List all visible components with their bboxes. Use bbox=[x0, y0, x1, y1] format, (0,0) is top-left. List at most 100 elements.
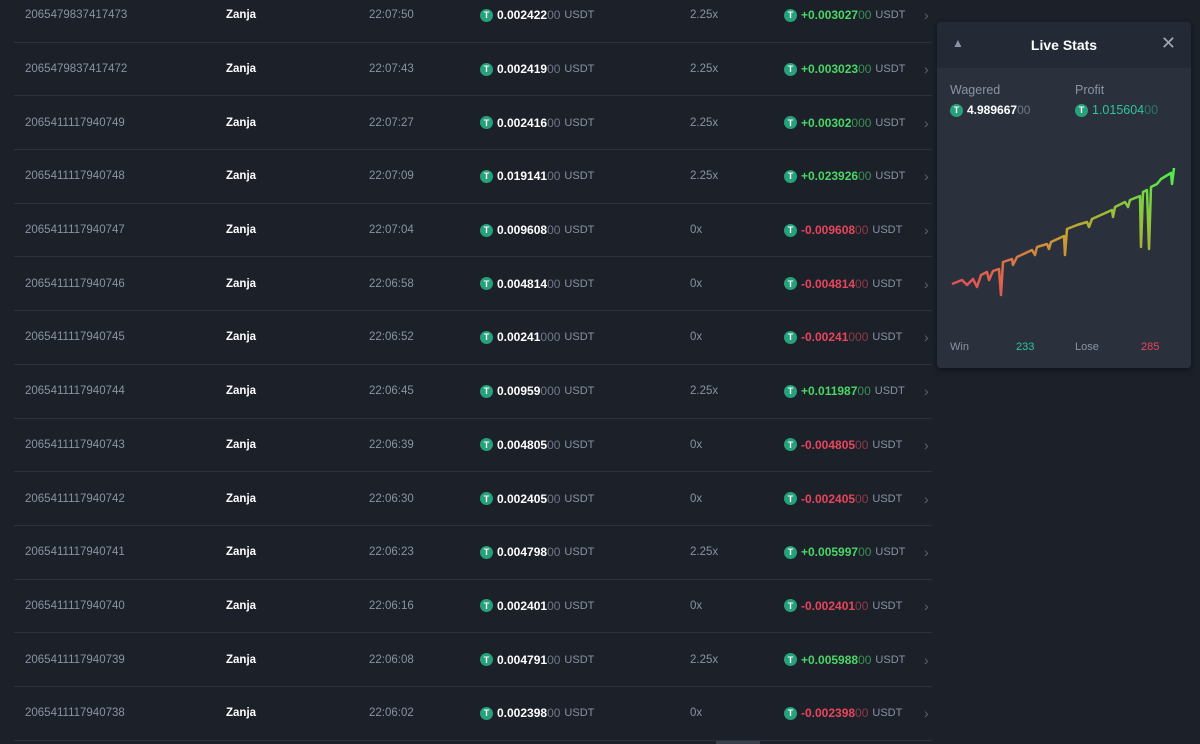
bet-amount: T 0.004798 00 USDT bbox=[480, 545, 594, 559]
profit-amount: T +0.00302 000 USDT bbox=[784, 116, 905, 130]
user-name[interactable]: Zanja bbox=[226, 492, 257, 505]
chevron-right-icon[interactable]: › bbox=[924, 61, 929, 78]
profit-amount: T +0.011987 00 USDT bbox=[784, 384, 905, 398]
table-row[interactable]: 2065411117940744 Zanja 22:06:45 T 0.00959… bbox=[14, 365, 932, 419]
chevron-right-icon[interactable]: › bbox=[924, 168, 929, 185]
table-row[interactable]: 2065479837417472 Zanja 22:07:43 T 0.00241… bbox=[14, 43, 932, 97]
profit-amount: T +0.005988 00 USDT bbox=[784, 653, 905, 667]
multiplier: 0x bbox=[690, 331, 703, 344]
table-row[interactable]: 2065411117940740 Zanja 22:06:16 T 0.00240… bbox=[14, 580, 932, 634]
user-name[interactable]: Zanja bbox=[226, 438, 257, 451]
multiplier: 0x bbox=[690, 277, 703, 290]
scrollbar[interactable] bbox=[716, 741, 760, 744]
profit-amount: T +0.003027 00 USDT bbox=[784, 8, 905, 22]
bet-id[interactable]: 2065479837417473 bbox=[25, 9, 128, 22]
user-name[interactable]: Zanja bbox=[226, 224, 257, 237]
tether-icon: T bbox=[480, 545, 493, 559]
tether-icon: T bbox=[784, 599, 797, 613]
tether-icon: T bbox=[480, 330, 493, 344]
user-name[interactable]: Zanja bbox=[226, 385, 257, 398]
table-row[interactable]: 2065411117940749 Zanja 22:07:27 T 0.00241… bbox=[14, 96, 932, 151]
bet-amount: T 0.002419 00 USDT bbox=[480, 62, 594, 76]
user-name[interactable]: Zanja bbox=[226, 546, 257, 559]
table-row[interactable]: 2065411117940742 Zanja 22:06:30 T 0.00240… bbox=[14, 472, 932, 526]
bet-id[interactable]: 2065411117940745 bbox=[25, 331, 125, 344]
chevron-right-icon[interactable]: › bbox=[924, 651, 929, 668]
bet-id[interactable]: 2065411117940746 bbox=[25, 277, 125, 290]
chevron-right-icon[interactable]: › bbox=[924, 705, 929, 722]
bet-amount: T 0.004805 00 USDT bbox=[480, 438, 594, 452]
profit-value: T 1.015604 00 bbox=[1075, 103, 1158, 117]
chevron-right-icon[interactable]: › bbox=[924, 383, 929, 400]
bet-id[interactable]: 2065411117940742 bbox=[25, 492, 125, 505]
bet-id[interactable]: 2065479837417472 bbox=[25, 63, 128, 76]
table-row[interactable]: 2065411117940748 Zanja 22:07:09 T 0.01914… bbox=[14, 150, 932, 204]
multiplier: 2.25x bbox=[690, 170, 719, 183]
table-row[interactable]: 2065411117940741 Zanja 22:06:23 T 0.00479… bbox=[14, 526, 932, 580]
bet-amount: T 0.019141 00 USDT bbox=[480, 169, 594, 183]
user-name[interactable]: Zanja bbox=[226, 277, 257, 290]
bet-id[interactable]: 2065411117940744 bbox=[25, 385, 125, 398]
bet-time: 22:07:04 bbox=[369, 224, 414, 237]
profit-amount: T -0.004805 00 USDT bbox=[784, 438, 902, 452]
table-row[interactable]: 2065479837417473 Zanja 22:07:50 T 0.00242… bbox=[14, 0, 932, 43]
bet-amount: T 0.002416 00 USDT bbox=[480, 116, 594, 130]
bet-amount: T 0.00241 000 USDT bbox=[480, 330, 594, 344]
table-row[interactable]: 2065411117940747 Zanja 22:07:04 T 0.00960… bbox=[14, 204, 932, 258]
live-stats-header[interactable]: ▲ Live Stats ✕ bbox=[937, 22, 1191, 68]
bet-id[interactable]: 2065411117940741 bbox=[25, 546, 125, 559]
tether-icon: T bbox=[784, 330, 797, 344]
user-name[interactable]: Zanja bbox=[226, 707, 257, 720]
bet-id[interactable]: 2065411117940743 bbox=[25, 438, 125, 451]
bet-id[interactable]: 2065411117940738 bbox=[25, 707, 125, 720]
table-row[interactable]: 2065411117940746 Zanja 22:06:58 T 0.00481… bbox=[14, 257, 932, 312]
bet-time: 22:06:08 bbox=[369, 653, 414, 666]
user-name[interactable]: Zanja bbox=[226, 653, 257, 666]
profit-line bbox=[951, 167, 1176, 297]
table-row[interactable]: 2065411117940739 Zanja 22:06:08 T 0.00479… bbox=[14, 633, 932, 687]
tether-icon: T bbox=[480, 599, 493, 613]
tether-icon: T bbox=[784, 62, 797, 76]
bet-time: 22:06:30 bbox=[369, 492, 414, 505]
table-row[interactable]: 2065411117940738 Zanja 22:06:02 T 0.00239… bbox=[14, 687, 932, 741]
profit-amount: T -0.00241 000 USDT bbox=[784, 330, 902, 344]
bet-id[interactable]: 2065411117940739 bbox=[25, 653, 125, 666]
bet-id[interactable]: 2065411117940747 bbox=[25, 224, 125, 237]
bet-time: 22:06:23 bbox=[369, 546, 414, 559]
profit-amount: T -0.002405 00 USDT bbox=[784, 492, 902, 506]
bet-id[interactable]: 2065411117940749 bbox=[25, 116, 125, 129]
user-name[interactable]: Zanja bbox=[226, 331, 257, 344]
profit-amount: T -0.004814 00 USDT bbox=[784, 277, 902, 291]
chevron-right-icon[interactable]: › bbox=[924, 275, 929, 292]
chevron-right-icon[interactable]: › bbox=[924, 329, 929, 346]
lose-count: 285 bbox=[1141, 341, 1160, 353]
user-name[interactable]: Zanja bbox=[226, 9, 257, 22]
bet-id[interactable]: 2065411117940740 bbox=[25, 599, 125, 612]
chevron-right-icon[interactable]: › bbox=[924, 544, 929, 561]
tether-icon: T bbox=[480, 62, 493, 76]
bet-amount: T 0.004791 00 USDT bbox=[480, 653, 594, 667]
user-name[interactable]: Zanja bbox=[226, 116, 257, 129]
chevron-right-icon[interactable]: › bbox=[924, 222, 929, 239]
chevron-right-icon[interactable]: › bbox=[924, 7, 929, 24]
tether-icon: T bbox=[784, 8, 797, 22]
tether-icon: T bbox=[784, 653, 797, 667]
user-name[interactable]: Zanja bbox=[226, 170, 257, 183]
table-row[interactable]: 2065411117940745 Zanja 22:06:52 T 0.00241… bbox=[14, 311, 932, 365]
bell-icon: ▲ bbox=[952, 36, 964, 50]
multiplier: 2.25x bbox=[690, 9, 719, 22]
tether-icon: T bbox=[784, 492, 797, 506]
chevron-right-icon[interactable]: › bbox=[924, 490, 929, 507]
close-icon[interactable]: ✕ bbox=[1160, 33, 1176, 53]
multiplier: 0x bbox=[690, 707, 703, 720]
chevron-right-icon[interactable]: › bbox=[924, 436, 929, 453]
table-row[interactable]: 2065411117940743 Zanja 22:06:39 T 0.00480… bbox=[14, 419, 932, 473]
chevron-right-icon[interactable]: › bbox=[924, 114, 929, 131]
user-name[interactable]: Zanja bbox=[226, 63, 257, 76]
user-name[interactable]: Zanja bbox=[226, 599, 257, 612]
multiplier: 2.25x bbox=[690, 116, 719, 129]
bet-id[interactable]: 2065411117940748 bbox=[25, 170, 125, 183]
live-stats-title: Live Stats bbox=[1030, 37, 1098, 53]
bet-amount: T 0.002422 00 USDT bbox=[480, 8, 594, 22]
chevron-right-icon[interactable]: › bbox=[924, 597, 929, 614]
